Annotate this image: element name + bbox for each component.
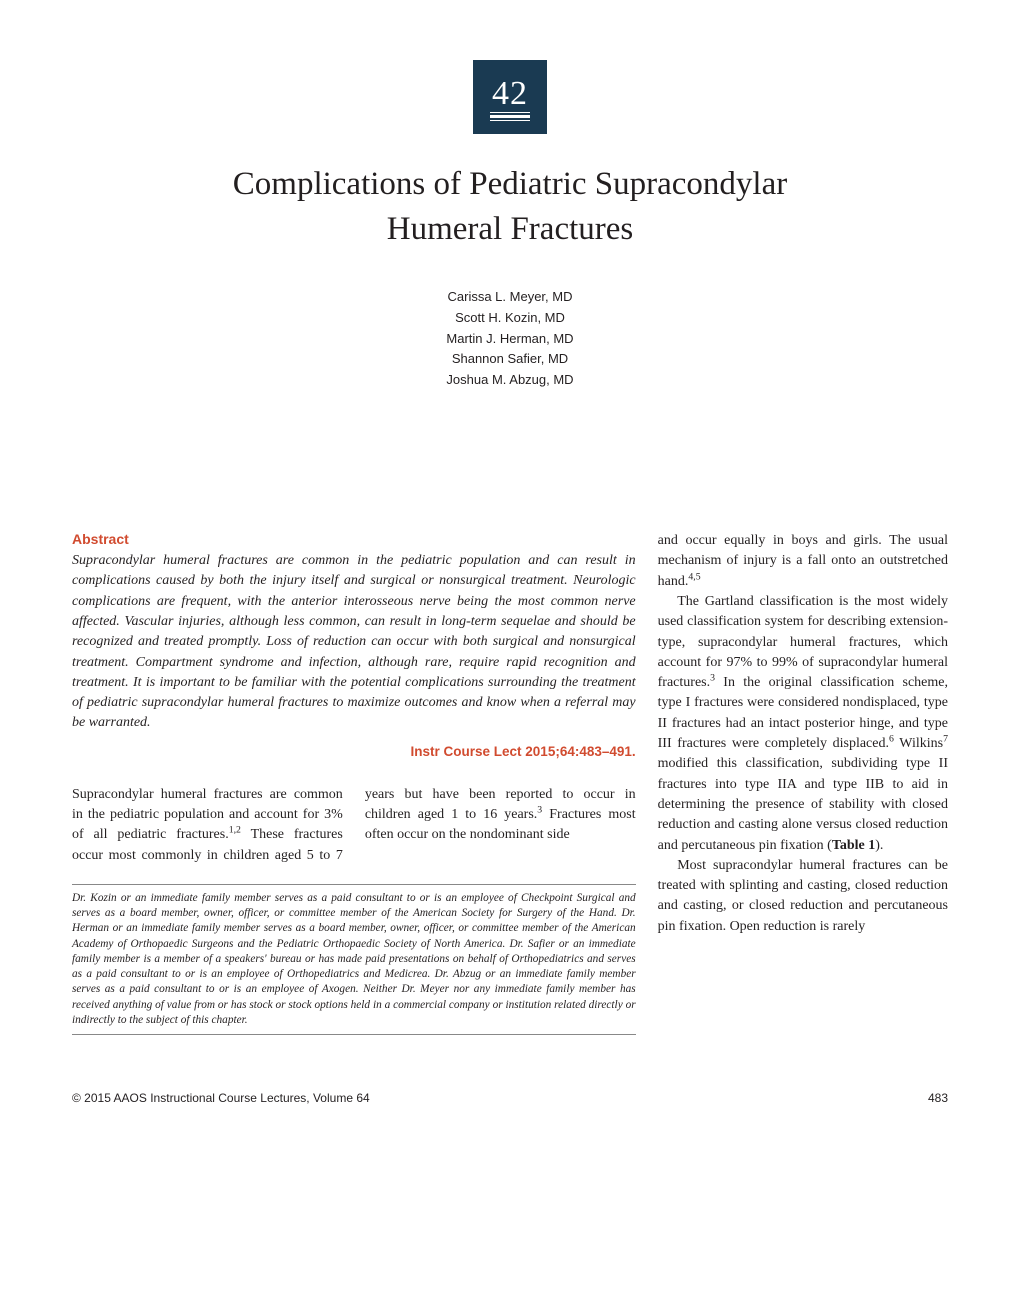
footer-copyright: © 2015 AAOS Instructional Course Lecture… <box>72 1091 370 1105</box>
right-column: and occur equally in boys and girls. The… <box>658 531 948 1035</box>
body-paragraph: and occur equally in boys and girls. The… <box>658 531 948 592</box>
abstract-body: Supracondylar humeral fractures are comm… <box>72 551 636 734</box>
body-paragraph: The Gartland classification is the most … <box>658 592 948 856</box>
citation-ref: 4,5 <box>688 571 700 582</box>
main-body-row: Abstract Supracondylar humeral fractures… <box>72 531 948 1035</box>
footer-page-number: 483 <box>928 1091 948 1105</box>
citation-ref: 7 <box>943 733 948 744</box>
body-text: ). <box>875 838 883 853</box>
author: Shannon Safier, MD <box>72 349 948 370</box>
abstract-citation: Instr Course Lect 2015;64:483–491. <box>72 744 636 759</box>
chapter-number: 42 <box>492 77 528 111</box>
chapter-rule-icon <box>490 115 530 118</box>
left-two-thirds: Abstract Supracondylar humeral fractures… <box>72 531 636 1035</box>
body-text: modified this classification, subdividin… <box>658 756 948 852</box>
authors-block: Carissa L. Meyer, MD Scott H. Kozin, MD … <box>72 287 948 391</box>
citation-ref: 1,2 <box>229 825 241 836</box>
body-text: and occur equally in boys and girls. The… <box>658 533 948 589</box>
abstract-heading: Abstract <box>72 531 636 547</box>
intro-paragraph: Supracondylar humeral fractures are comm… <box>72 785 636 866</box>
table-ref: Table 1 <box>832 838 875 853</box>
intro-two-columns: Supracondylar humeral fractures are comm… <box>72 785 636 866</box>
title-line-1: Complications of Pediatric Supracondylar <box>233 166 787 202</box>
page-footer: © 2015 AAOS Instructional Course Lecture… <box>72 1091 948 1105</box>
chapter-title: Complications of Pediatric Supracondylar… <box>72 162 948 251</box>
body-text: Wilkins <box>894 736 943 751</box>
author: Carissa L. Meyer, MD <box>72 287 948 308</box>
chapter-badge: 42 <box>473 60 547 134</box>
body-paragraph: Most supracondylar humeral fractures can… <box>658 856 948 937</box>
disclosure-block: Dr. Kozin or an immediate family member … <box>72 884 636 1035</box>
author: Joshua M. Abzug, MD <box>72 370 948 391</box>
author: Scott H. Kozin, MD <box>72 308 948 329</box>
title-line-2: Humeral Fractures <box>387 211 634 247</box>
author: Martin J. Herman, MD <box>72 329 948 350</box>
